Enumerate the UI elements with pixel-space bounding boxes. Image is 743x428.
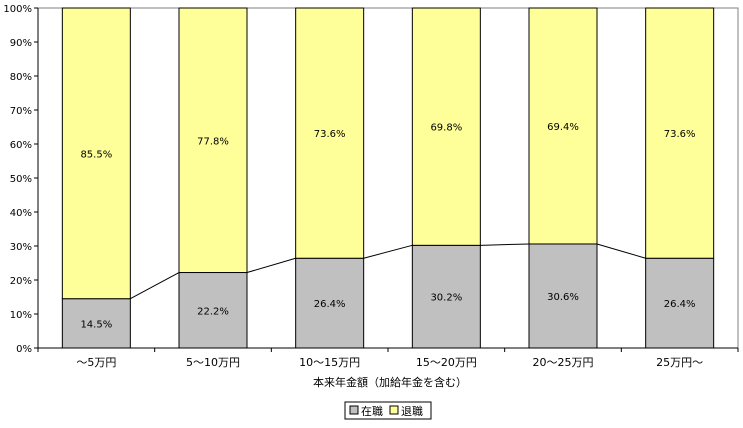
data-label-zaishoku: 26.4%: [664, 299, 696, 310]
x-tick-label: 5～10万円: [186, 356, 240, 369]
legend-label: 退職: [401, 405, 423, 418]
y-tick-label: 0%: [16, 344, 32, 355]
y-tick-label: 100%: [3, 4, 32, 15]
y-tick-label: 60%: [10, 140, 32, 151]
data-label-zaishoku: 22.2%: [197, 306, 229, 317]
y-tick-label: 50%: [10, 174, 32, 185]
data-label-taishoku: 69.4%: [547, 122, 579, 133]
bar-segment-taishoku: [178, 7, 248, 274]
data-label-zaishoku: 30.2%: [430, 293, 462, 304]
data-label-zaishoku: 30.6%: [547, 292, 579, 303]
data-label-taishoku: 85.5%: [80, 149, 112, 160]
legend-swatch: [389, 405, 399, 415]
x-tick-label: 10～15万円: [299, 356, 360, 369]
bar-segment-taishoku: [295, 7, 365, 259]
y-tick-label: 70%: [10, 106, 32, 117]
plot-frame: [37, 7, 739, 349]
y-tick-label: 80%: [10, 72, 32, 83]
x-tick-label: 20～25万円: [533, 356, 594, 369]
data-label-zaishoku: 14.5%: [80, 319, 112, 330]
x-axis-title: 本来年金額（加給年金を含む）: [313, 375, 467, 389]
data-label-taishoku: 73.6%: [314, 129, 346, 140]
y-tick-label: 30%: [10, 242, 32, 253]
series-connector-line: [246, 257, 296, 273]
bar-segment-zaishoku: [645, 257, 715, 349]
bar-segment-zaishoku: [61, 298, 131, 349]
legend-box: [344, 401, 432, 420]
legend-swatch: [349, 405, 359, 415]
bar-segment-zaishoku: [295, 257, 365, 349]
legend: 在職 退職: [344, 401, 432, 420]
x-tick-label: 25万円～: [656, 356, 703, 369]
data-label-taishoku: 77.8%: [197, 136, 229, 147]
x-tick-label: ～5万円: [76, 356, 116, 369]
y-tick-label: 40%: [10, 208, 32, 219]
y-tick-label: 20%: [10, 276, 32, 287]
x-tick-label: 15～20万円: [416, 356, 477, 369]
y-tick-label: 90%: [10, 38, 32, 49]
x-axis: ～5万円 5～10万円 10～15万円 15～20万円 20～25万円 25万円～: [37, 347, 739, 369]
bar-segment-taishoku: [528, 7, 598, 245]
data-label-zaishoku: 26.4%: [314, 299, 346, 310]
y-tick-label: 10%: [10, 310, 32, 321]
bar-segment-taishoku: [61, 7, 131, 300]
plot-area: 14.5% 85.5% 22.2% 77.8% 26.4% 73.6% 30.2% 69.8%…: [37, 7, 739, 349]
bar-segment-taishoku: [645, 7, 715, 259]
series-connector-line: [130, 272, 180, 300]
bar-segment-taishoku: [411, 7, 481, 246]
series-connector-line: [363, 244, 413, 259]
series-connector-line: [596, 243, 646, 259]
legend-label: 在職: [361, 405, 383, 418]
y-axis: 0% 10% 20% 30% 40% 50% 60% 70% 80% 90% 100%: [3, 4, 39, 355]
series-connector-line: [480, 243, 530, 246]
data-label-taishoku: 69.8%: [430, 123, 462, 134]
data-label-taishoku: 73.6%: [664, 129, 696, 140]
